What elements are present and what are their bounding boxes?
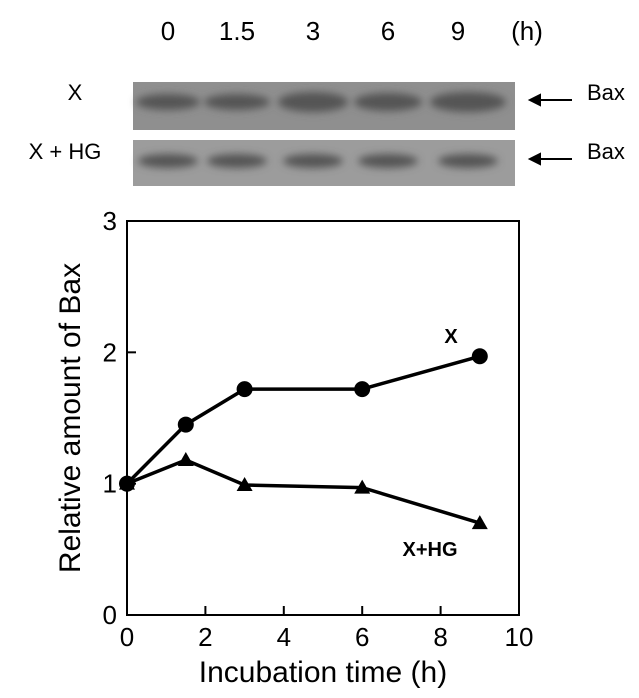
figure: 0 1.5 3 6 9 (h) X Bax X + HG Bax 0 1 2 3 0 2 4 6 8 10 Incuba…	[0, 0, 639, 693]
row-label: X	[68, 80, 83, 105]
x-tick-label: 0	[120, 622, 134, 652]
y-tick-label: 0	[103, 600, 117, 630]
lane-label: 3	[306, 16, 320, 46]
arrows	[530, 95, 572, 164]
x-axis-label: Incubation time (h)	[199, 656, 447, 689]
point	[237, 381, 253, 397]
series-line	[127, 460, 480, 523]
lane-label: 1.5	[219, 16, 255, 46]
point	[178, 452, 194, 466]
y-tick-label: 1	[103, 469, 117, 499]
lane-label: (h)	[511, 16, 543, 46]
x-tick-label: 6	[355, 622, 369, 652]
lane-label: 9	[451, 16, 465, 46]
point	[354, 381, 370, 397]
target-label: Bax	[587, 80, 625, 105]
row-label: X + HG	[29, 139, 102, 164]
x-tick-label: 8	[433, 622, 447, 652]
blot	[133, 82, 572, 186]
x-tick-label: 4	[277, 622, 291, 652]
series-label: X+HG	[402, 539, 457, 561]
target-label: Bax	[587, 139, 625, 164]
lane-label: 0	[161, 16, 175, 46]
series-label: X	[444, 326, 458, 348]
lane-label: 6	[381, 16, 395, 46]
y-tick-label: 3	[103, 206, 117, 236]
x-tick-label: 2	[198, 622, 212, 652]
y-tick-label: 2	[103, 337, 117, 367]
point	[472, 348, 488, 364]
point	[178, 417, 194, 433]
x-tick-label: 10	[505, 622, 534, 652]
y-axis-label: Relative amount of Bax	[54, 263, 87, 573]
